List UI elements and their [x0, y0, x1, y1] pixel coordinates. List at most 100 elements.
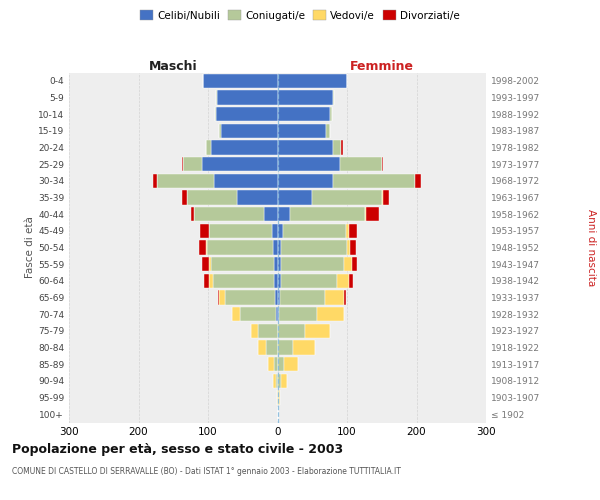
Bar [333, 90, 334, 104]
Legend: Celibi/Nubili, Coniugati/e, Vedovi/e, Divorziati/e: Celibi/Nubili, Coniugati/e, Vedovi/e, Di… [136, 6, 464, 25]
Bar [281, 374, 287, 388]
Bar [415, 174, 421, 188]
Bar [200, 224, 209, 238]
Bar [333, 174, 415, 188]
Text: Femmine: Femmine [350, 60, 414, 72]
Bar [204, 274, 209, 288]
Bar [277, 140, 333, 154]
Bar [219, 124, 221, 138]
Bar [208, 240, 274, 254]
Bar [333, 140, 341, 154]
Bar [268, 357, 274, 371]
Bar [277, 190, 312, 204]
Bar [266, 340, 277, 354]
Bar [317, 307, 344, 322]
Bar [290, 207, 365, 221]
Bar [283, 224, 346, 238]
Text: Popolazione per età, sesso e stato civile - 2003: Popolazione per età, sesso e stato civil… [12, 442, 343, 456]
Bar [194, 207, 263, 221]
Bar [277, 374, 281, 388]
Bar [218, 290, 219, 304]
Bar [251, 324, 258, 338]
Bar [206, 240, 208, 254]
Bar [277, 307, 279, 322]
Bar [209, 257, 211, 271]
Bar [312, 190, 382, 204]
Bar [279, 307, 317, 322]
Bar [382, 157, 383, 171]
Bar [202, 257, 209, 271]
Bar [349, 224, 358, 238]
Bar [224, 290, 275, 304]
Bar [277, 340, 293, 354]
Bar [274, 274, 277, 288]
Bar [277, 207, 290, 221]
Bar [211, 257, 274, 271]
Bar [277, 240, 281, 254]
Bar [277, 257, 281, 271]
Text: Maschi: Maschi [149, 60, 197, 72]
Bar [276, 374, 277, 388]
Bar [281, 240, 347, 254]
Bar [263, 207, 277, 221]
Bar [340, 157, 382, 171]
Bar [279, 390, 280, 404]
Bar [346, 224, 349, 238]
Bar [202, 157, 277, 171]
Text: COMUNE DI CASTELLO DI SERRAVALLE (BO) - Dati ISTAT 1° gennaio 2003 - Elaborazion: COMUNE DI CASTELLO DI SERRAVALLE (BO) - … [12, 468, 401, 476]
Bar [280, 290, 325, 304]
Bar [326, 124, 329, 138]
Bar [293, 340, 315, 354]
Bar [275, 290, 277, 304]
Bar [352, 257, 358, 271]
Bar [277, 74, 347, 88]
Bar [277, 407, 278, 421]
Bar [350, 240, 356, 254]
Bar [325, 290, 344, 304]
Bar [277, 124, 326, 138]
Bar [258, 340, 266, 354]
Bar [344, 290, 346, 304]
Bar [157, 174, 214, 188]
Bar [183, 157, 202, 171]
Bar [349, 274, 353, 288]
Bar [219, 290, 224, 304]
Bar [277, 390, 279, 404]
Bar [272, 224, 277, 238]
Bar [191, 207, 194, 221]
Bar [365, 207, 367, 221]
Bar [199, 240, 206, 254]
Bar [206, 140, 211, 154]
Bar [277, 324, 305, 338]
Bar [182, 190, 187, 204]
Bar [277, 90, 333, 104]
Bar [187, 190, 237, 204]
Bar [213, 274, 274, 288]
Bar [217, 107, 277, 121]
Bar [337, 274, 349, 288]
Bar [153, 174, 157, 188]
Bar [367, 207, 379, 221]
Bar [277, 357, 284, 371]
Bar [341, 140, 343, 154]
Y-axis label: Fasce di età: Fasce di età [25, 216, 35, 278]
Bar [382, 190, 383, 204]
Bar [203, 74, 277, 88]
Bar [215, 107, 217, 121]
Bar [276, 307, 277, 322]
Bar [274, 374, 276, 388]
Bar [383, 190, 389, 204]
Bar [182, 157, 183, 171]
Bar [274, 240, 277, 254]
Bar [258, 324, 277, 338]
Bar [221, 124, 277, 138]
Bar [277, 290, 280, 304]
Bar [209, 224, 272, 238]
Bar [274, 357, 277, 371]
Bar [232, 307, 240, 322]
Bar [277, 224, 283, 238]
Y-axis label: Anni di nascita: Anni di nascita [586, 209, 596, 286]
Bar [240, 307, 276, 322]
Bar [217, 90, 277, 104]
Bar [214, 174, 277, 188]
